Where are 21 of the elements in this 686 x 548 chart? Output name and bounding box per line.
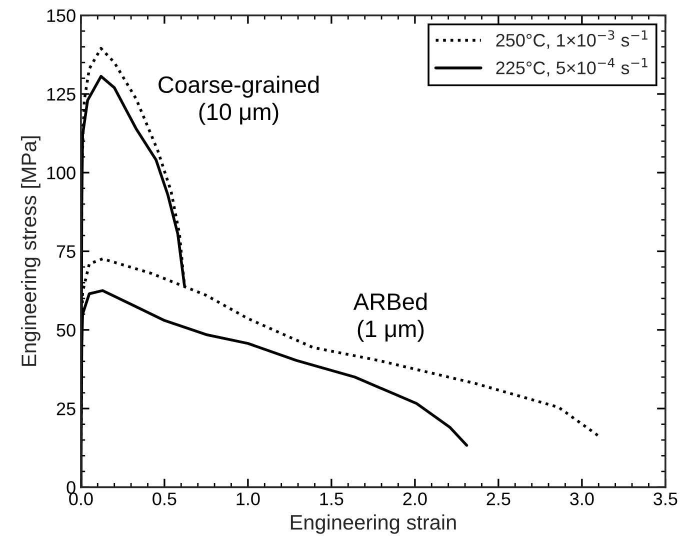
x-tick-label: 0.0 xyxy=(69,492,93,506)
y-tick-label: 50 xyxy=(56,324,76,337)
y-tick-label: 100 xyxy=(47,166,76,180)
annotation: Coarse-grained (10 μm) xyxy=(158,76,319,125)
x-axis-title: Engineering strain xyxy=(290,514,456,534)
y-axis-title: Engineering stress [MPa] xyxy=(20,136,40,366)
y-tick-label: 150 xyxy=(47,9,76,22)
y-tick-label: 25 xyxy=(56,402,76,416)
x-tick-label: 1.5 xyxy=(320,492,344,506)
x-tick-label: 2.0 xyxy=(403,492,427,506)
x-tick-label: 3.5 xyxy=(654,492,678,506)
annotation: ARBed (1 μm) xyxy=(353,292,427,342)
x-tick-label: 1.0 xyxy=(236,492,260,506)
x-tick-label: 2.5 xyxy=(486,492,510,506)
y-tick-label: 0 xyxy=(66,481,76,494)
x-tick-label: 0.5 xyxy=(152,492,176,506)
x-tick-label: 3.0 xyxy=(570,492,594,506)
y-tick-label: 75 xyxy=(56,245,76,258)
legend-label: 250°C, 1×10$^{−3}$ s$^{−1}$ xyxy=(496,30,648,49)
legend-label: 225°C, 5×10$^{−4}$ s$^{−1}$ xyxy=(496,58,648,76)
y-tick-label: 125 xyxy=(47,88,76,101)
